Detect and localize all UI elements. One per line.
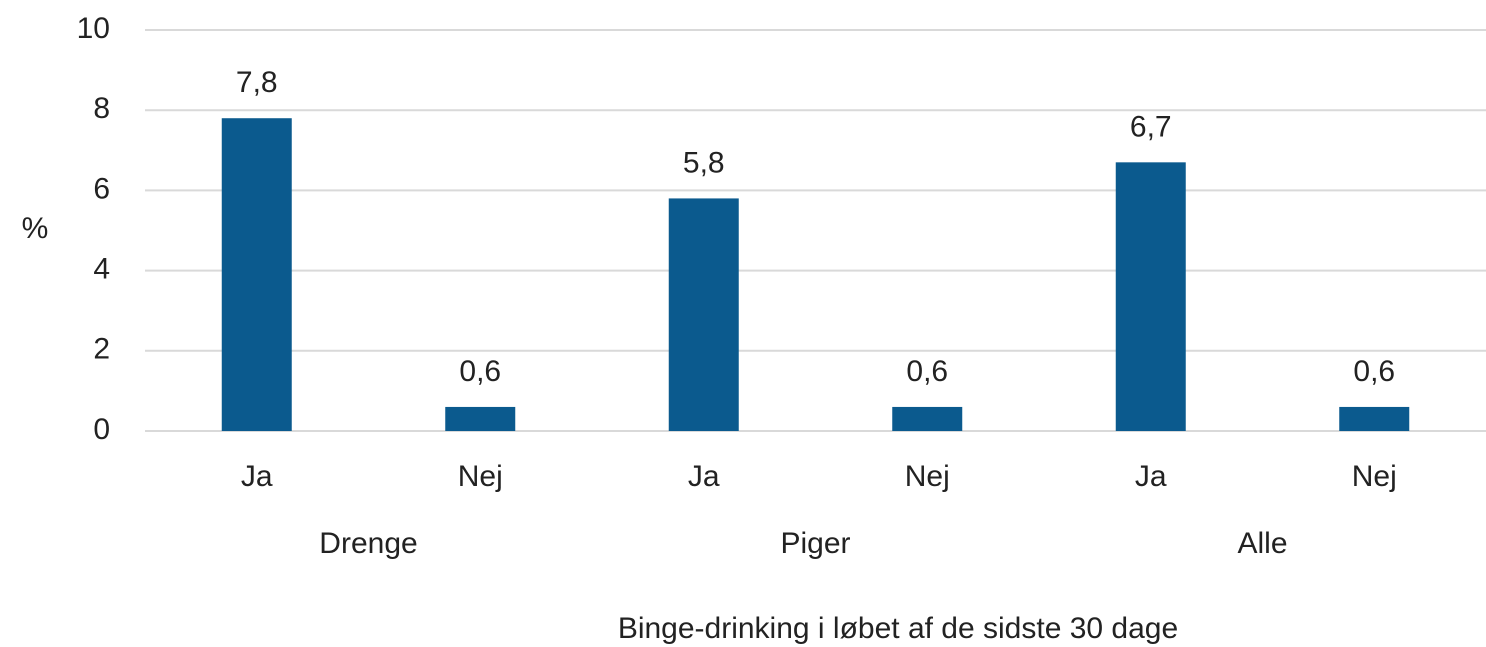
bar bbox=[1115, 162, 1186, 431]
value-label: 0,6 bbox=[906, 355, 948, 388]
value-label: 0,6 bbox=[1353, 355, 1395, 388]
x-tick-label: Nej bbox=[1352, 460, 1397, 493]
value-label: 0,6 bbox=[459, 355, 501, 388]
y-tick-label: 6 bbox=[93, 172, 110, 205]
y-tick-label: 10 bbox=[77, 12, 110, 45]
value-label: 5,8 bbox=[683, 146, 725, 179]
group-label: Piger bbox=[780, 527, 850, 560]
y-tick-label: 0 bbox=[93, 413, 110, 446]
group-label: Drenge bbox=[319, 527, 417, 560]
x-axis-label: Binge-drinking i løbet af de sidste 30 d… bbox=[618, 612, 1178, 645]
x-tick-label: Ja bbox=[688, 460, 720, 493]
x-tick-label: Nej bbox=[458, 460, 503, 493]
x-tick-label: Nej bbox=[905, 460, 950, 493]
y-tick-label: 4 bbox=[93, 253, 110, 286]
bar bbox=[1339, 406, 1410, 431]
x-tick-label: Ja bbox=[1135, 460, 1167, 493]
bar bbox=[221, 118, 292, 431]
y-tick-label: 8 bbox=[93, 92, 110, 125]
value-label: 6,7 bbox=[1130, 110, 1172, 143]
y-tick-label: 2 bbox=[93, 333, 110, 366]
bar bbox=[668, 198, 739, 431]
bar bbox=[445, 406, 516, 431]
value-label: 7,8 bbox=[236, 66, 278, 99]
group-label: Alle bbox=[1237, 527, 1287, 560]
x-tick-label: Ja bbox=[241, 460, 273, 493]
y-axis-label: % bbox=[22, 212, 49, 245]
bar bbox=[892, 406, 963, 431]
